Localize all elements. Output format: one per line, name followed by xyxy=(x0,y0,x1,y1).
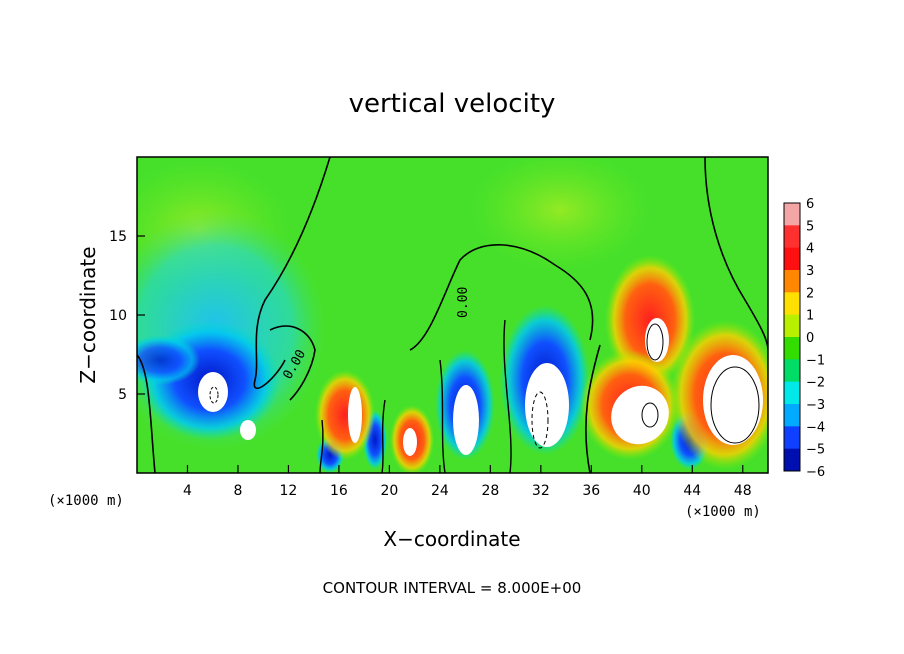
core-offscale xyxy=(611,385,669,445)
zero-contour xyxy=(381,399,386,473)
colorbar-segment xyxy=(784,225,800,249)
colorbar-label: 6 xyxy=(806,197,814,212)
x-tick-label: 20 xyxy=(380,483,398,499)
x-tick-label: 16 xyxy=(330,483,348,499)
colorbar-segment xyxy=(784,314,800,338)
colorbar-label: 5 xyxy=(806,219,814,234)
heatmap-field xyxy=(137,157,768,473)
y-tick-label: 15 xyxy=(109,229,127,245)
colorbar: 6 5 4 3 2 1 0 −1 −2 −3 −4 −5 −6 xyxy=(783,197,825,480)
y-axis-label: Z−coordinate xyxy=(76,246,100,383)
x-tick-label: 8 xyxy=(233,483,242,499)
colorbar-frame xyxy=(783,202,801,472)
colorbar-segment xyxy=(784,426,800,450)
colorbar-segment xyxy=(784,270,800,293)
colorbar-segment xyxy=(784,337,800,360)
zero-contour xyxy=(409,243,594,351)
contour-8 xyxy=(641,402,659,428)
colorbar-label: 2 xyxy=(806,286,814,301)
downdraft-cell xyxy=(137,335,200,385)
colorbar-segment xyxy=(784,292,800,316)
colorbar-label: −2 xyxy=(806,376,825,391)
zero-contour xyxy=(439,359,446,473)
zero-contour xyxy=(137,354,156,473)
colorbar-label: 0 xyxy=(806,331,814,346)
contour-label: 0.00 xyxy=(456,287,471,318)
contour-neg8 xyxy=(531,391,549,449)
core-offscale xyxy=(703,355,763,445)
contour-interval-note: CONTOUR INTERVAL = 8.000E+00 xyxy=(323,579,582,597)
contour-8 xyxy=(646,323,664,361)
x-tick-label: 48 xyxy=(734,483,752,499)
x-tick-label: 24 xyxy=(431,483,449,499)
x-axis-label: X−coordinate xyxy=(383,527,520,551)
x-tick-label: 40 xyxy=(633,483,651,499)
x-tick-label: 4 xyxy=(183,483,192,499)
colorbar-label: 4 xyxy=(806,242,814,257)
colorbar-label: −3 xyxy=(806,398,825,413)
contour-neg8 xyxy=(209,386,219,404)
zero-contour xyxy=(269,325,316,401)
core-offscale xyxy=(645,318,669,362)
core-offscale xyxy=(198,372,228,412)
colorbar-segment xyxy=(784,359,800,383)
x-tick-label: 28 xyxy=(481,483,499,499)
colorbar-segment xyxy=(784,203,800,226)
x-tick-label: 12 xyxy=(280,483,298,499)
contour-8 xyxy=(710,366,760,444)
updraft-cell xyxy=(315,370,375,460)
colorbar-label: −1 xyxy=(806,353,825,368)
colorbar-segment xyxy=(784,247,800,271)
x-tick-label: 44 xyxy=(683,483,701,499)
core-offscale xyxy=(240,420,256,440)
zero-contour xyxy=(585,344,601,473)
zero-contour xyxy=(503,319,512,473)
x-unit-left: (×1000 m) xyxy=(48,493,124,509)
x-tick-label: 32 xyxy=(532,483,550,499)
zero-contour xyxy=(253,157,331,389)
core-offscale xyxy=(453,385,479,455)
y-tick-label: 5 xyxy=(118,387,127,403)
y-axis: 5 10 15 xyxy=(109,229,145,403)
colorbar-label: −5 xyxy=(806,443,825,458)
core-offscale xyxy=(403,428,417,456)
zero-contour xyxy=(319,419,324,473)
core-offscale xyxy=(348,387,362,443)
chart-title: vertical velocity xyxy=(349,89,556,119)
colorbar-label: −4 xyxy=(806,420,825,435)
colorbar-label: −6 xyxy=(806,465,825,480)
x-axis: 4 8 12 16 20 24 28 32 36 40 44 48 xyxy=(183,465,752,499)
x-tick-label: 36 xyxy=(582,483,600,499)
weak-updraft-region xyxy=(470,157,650,270)
x-unit-right: (×1000 m) xyxy=(685,504,761,520)
y-tick-label: 10 xyxy=(109,308,127,324)
colorbar-segment xyxy=(784,448,800,472)
colorbar-segment xyxy=(784,404,800,427)
colorbar-segment xyxy=(784,381,800,405)
zero-contour xyxy=(704,157,768,351)
colorbar-label: 3 xyxy=(806,264,814,279)
colorbar-label: 1 xyxy=(806,309,814,324)
